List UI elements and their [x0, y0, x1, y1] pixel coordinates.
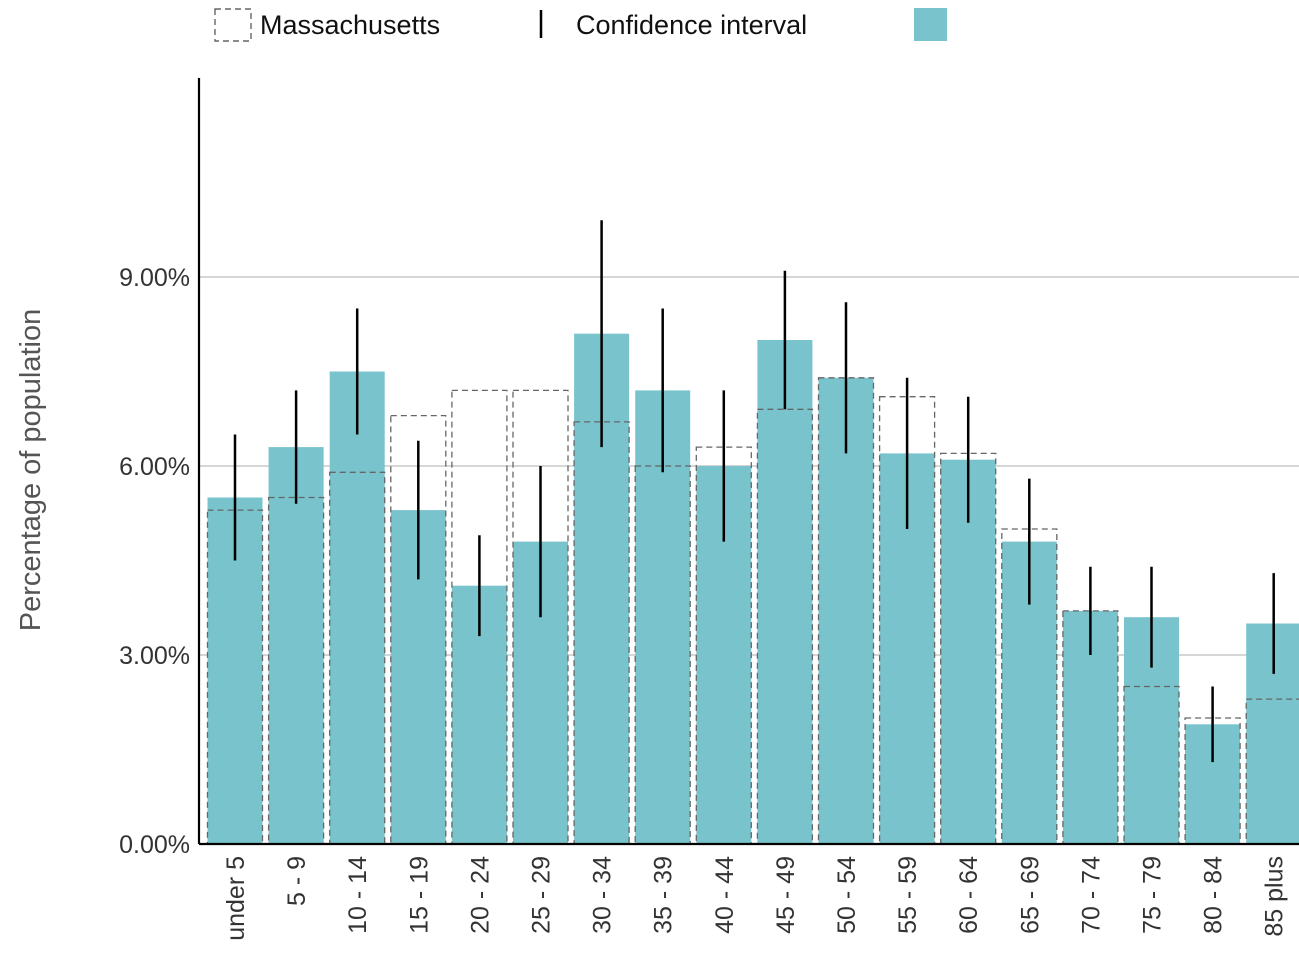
x-tick-label: under 5 [222, 856, 250, 941]
bar [329, 371, 385, 844]
x-tick-labels: under 5 5 - 9 10 - 14 15 - 19 20 - 24 25 - 29… [222, 856, 1289, 941]
x-tick-label: 80 - 84 [1200, 856, 1228, 934]
y-tick-label: 0.00% [119, 831, 190, 859]
y-tick-label: 9.00% [119, 264, 190, 292]
legend-ci-label: Confidence interval [576, 10, 807, 40]
x-tick-label: 50 - 54 [833, 856, 861, 934]
legend: Massachusetts Confidence interval [214, 8, 947, 42]
x-tick-label: 35 - 39 [650, 856, 678, 934]
y-tick-label: 3.00% [119, 642, 190, 670]
y-axis-label: Percentage of population [15, 309, 47, 631]
x-tick-label: 70 - 74 [1077, 856, 1105, 934]
x-tick-label: 85 plus [1261, 856, 1289, 937]
massachusetts-outline [206, 509, 264, 845]
x-tick-label: 15 - 19 [405, 856, 433, 934]
y-tick-label: 6.00% [119, 453, 190, 481]
massachusetts-outline [878, 396, 936, 845]
bar [757, 340, 813, 844]
x-tick-label: 10 - 14 [344, 856, 372, 934]
bar [940, 459, 996, 844]
axes [197, 78, 1299, 846]
x-tick-label: 75 - 79 [1139, 856, 1167, 934]
bar [268, 447, 324, 844]
confidence-intervals [233, 220, 1275, 763]
legend-series-swatch [914, 8, 947, 41]
x-tick-label: 20 - 24 [466, 856, 494, 934]
x-tick-label: 5 - 9 [283, 856, 311, 906]
bars [207, 333, 1299, 844]
x-tick-label: 30 - 34 [589, 856, 617, 934]
y-tick-labels: 0.00% 3.00% 6.00% 9.00% [119, 264, 190, 859]
legend-massachusetts-swatch [214, 8, 252, 42]
massachusetts-outline [451, 389, 508, 845]
x-tick-label: 60 - 64 [955, 856, 983, 934]
bar [818, 377, 874, 844]
massachusetts-outline [1001, 528, 1058, 845]
legend-massachusetts-label: Massachusetts [260, 10, 440, 40]
x-tick-label: 25 - 29 [528, 856, 556, 934]
massachusetts-outline [512, 389, 569, 845]
x-tick-label: 55 - 59 [894, 856, 922, 934]
massachusetts-outline [695, 446, 752, 845]
massachusetts-outline [756, 408, 814, 845]
x-tick-label: 65 - 69 [1016, 856, 1044, 934]
x-tick-label: 40 - 44 [711, 856, 739, 934]
x-tick-label: 45 - 49 [772, 856, 800, 934]
